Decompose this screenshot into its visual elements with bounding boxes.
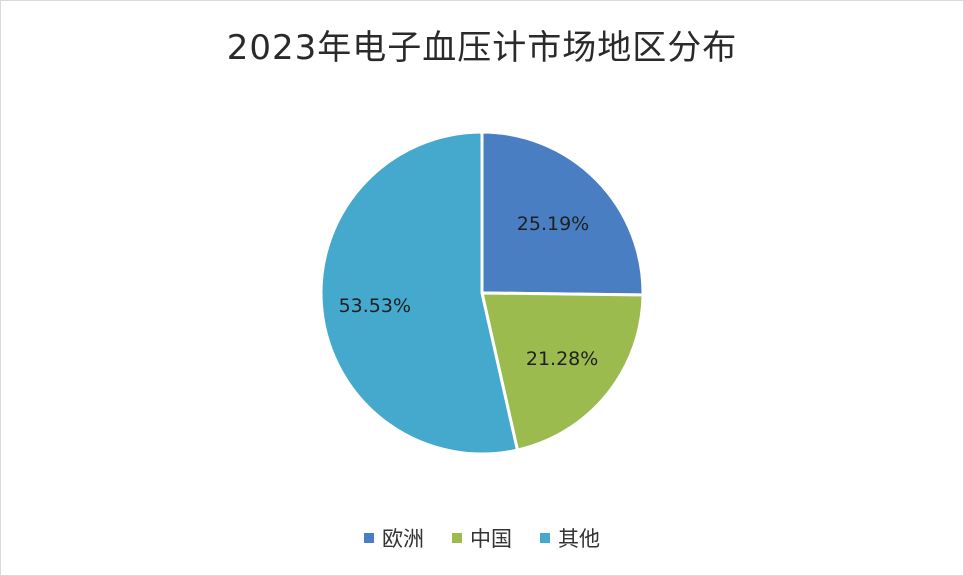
legend-swatch-china — [452, 533, 462, 543]
legend-item-china: 中国 — [452, 523, 512, 553]
chart-title: 2023年电子血压计市场地区分布 — [226, 28, 738, 68]
legend-swatch-other — [540, 533, 550, 543]
legend-label-china: 中国 — [470, 527, 512, 551]
legend-item-europe: 欧洲 — [364, 523, 424, 553]
pie-slice-europe — [480, 130, 645, 297]
data-label-other: 53.53% — [339, 295, 411, 317]
pie-slice-china — [480, 291, 645, 452]
data-label-europe: 25.19% — [517, 213, 589, 235]
legend-item-other: 其他 — [540, 523, 600, 553]
legend-label-europe: 欧洲 — [382, 527, 424, 551]
data-label-china: 21.28% — [526, 348, 598, 370]
legend-swatch-europe — [364, 533, 374, 543]
legend: 欧洲 中国 其他 — [0, 523, 964, 553]
legend-label-other: 其他 — [558, 527, 600, 551]
pie-slice-other — [319, 130, 520, 456]
